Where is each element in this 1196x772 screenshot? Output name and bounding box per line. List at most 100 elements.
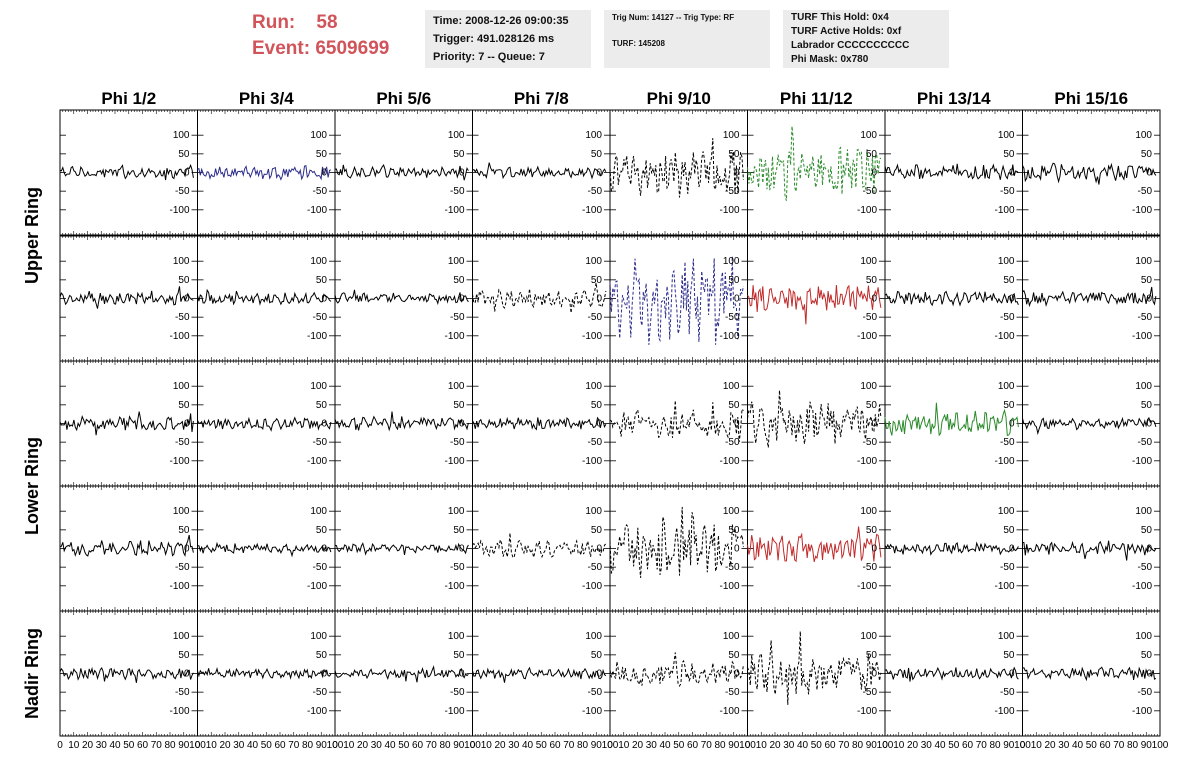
y-tick-label: -100: [1132, 331, 1152, 342]
waveform-line: [884, 666, 1019, 682]
time-info-box: Time: 2008-12-26 09:00:35 Trigger: 491.0…: [425, 10, 591, 68]
waveform-line: [884, 163, 1019, 180]
y-tick-label: 100: [1135, 256, 1152, 267]
waveform-panel: 100 50 0 -50 -100: [1022, 109, 1161, 236]
x-tick-label: 50: [536, 740, 548, 751]
turf-active-text: TURF Active Holds: 0xf: [791, 26, 902, 37]
y-tick-label: 50: [728, 275, 740, 286]
y-tick-label: -50: [175, 312, 190, 323]
x-tick-label: 40: [522, 740, 534, 751]
y-tick-label: -50: [313, 562, 328, 573]
y-tick-label: 0: [459, 168, 465, 179]
y-tick-label: 0: [184, 544, 190, 555]
waveform-line: [472, 282, 607, 313]
y-tick-label: -50: [450, 437, 465, 448]
y-tick-label: 50: [178, 400, 190, 411]
y-tick-label: 100: [585, 130, 602, 141]
y-tick-label: 50: [728, 400, 740, 411]
y-tick-label: 0: [1009, 294, 1015, 305]
y-tick-label: -50: [588, 437, 603, 448]
waveform-panel: 100 50 0 -50 -100: [59, 109, 198, 236]
waveform-panel: 100 50 0 -50 -100: [884, 109, 1023, 236]
y-tick-label: 50: [1141, 275, 1153, 286]
y-tick-label: -100: [582, 331, 602, 342]
x-tick-label: 80: [989, 740, 1001, 751]
y-tick-label: 50: [728, 650, 740, 661]
waveform-line: [197, 541, 332, 558]
waveform-line: [884, 290, 1019, 307]
trigger-text: Trigger: 491.028126 ms: [433, 33, 555, 45]
x-tick-label: 70: [563, 740, 575, 751]
y-tick-label: -50: [588, 186, 603, 197]
y-tick-label: -100: [857, 706, 877, 717]
waveform-line: [59, 534, 194, 558]
x-tick-label: 90: [1141, 740, 1153, 751]
y-tick-label: -100: [994, 456, 1014, 467]
y-tick-label: 100: [585, 506, 602, 517]
waveform-panel: 100 50 0 -50 -100: [747, 109, 886, 236]
x-tick-label: 100: [739, 740, 756, 751]
column-header: Phi 7/8: [514, 89, 569, 108]
y-tick-label: -100: [719, 581, 739, 592]
waveform-line: [334, 164, 469, 181]
waveform-line: [472, 666, 607, 683]
x-tick-label: 90: [1003, 740, 1015, 751]
x-tick-label: 20: [82, 740, 94, 751]
waveform-line: [747, 126, 882, 201]
panel-frame: [747, 235, 886, 362]
waveform-line: [197, 667, 332, 680]
y-tick-label: 0: [1146, 544, 1152, 555]
waveform-panel: 100 50 0 -50 -100: [747, 485, 886, 612]
trig-num-text: Trig Num: 14127 -- Trig Type: RF: [612, 13, 735, 22]
waveform-panel: 100 50 0 -50 -100: [334, 235, 473, 362]
waveform-panel: 100 50 0 -50 -100: [609, 360, 748, 487]
waveform-line: [197, 288, 332, 306]
waveform-panel: 100 50 0 -50 -100: [334, 485, 473, 612]
y-tick-label: -100: [307, 205, 327, 216]
waveform-line: [197, 165, 332, 181]
x-tick-label: 0: [882, 740, 888, 751]
waveform-panel: 100 50 0 -50 -100: [747, 235, 886, 362]
y-tick-label: -100: [169, 456, 189, 467]
waveform-panel: 100 50 0 -50 -100: [472, 109, 611, 236]
y-tick-label: 50: [316, 149, 328, 160]
y-tick-label: -50: [1000, 437, 1015, 448]
x-tick-label: 60: [962, 740, 974, 751]
y-tick-label: -50: [588, 312, 603, 323]
y-tick-label: 100: [310, 506, 327, 517]
panel-frame: [59, 485, 198, 612]
x-tick-label: 40: [659, 740, 671, 751]
column-header: Phi 9/10: [647, 89, 711, 108]
y-tick-label: 0: [321, 294, 327, 305]
panel-frame: [472, 109, 611, 236]
y-tick-label: 100: [1135, 381, 1152, 392]
y-tick-label: -100: [169, 706, 189, 717]
y-tick-label: 50: [728, 149, 740, 160]
y-tick-label: 100: [723, 381, 740, 392]
y-tick-label: 50: [1003, 400, 1015, 411]
x-tick-label: 50: [811, 740, 823, 751]
x-tick-label: 90: [591, 740, 603, 751]
waveform-panel: 100 50 0 -50 -100: [59, 485, 198, 612]
y-tick-label: 0: [1146, 669, 1152, 680]
ring-label: Nadir Ring: [22, 628, 42, 719]
y-tick-label: -100: [857, 456, 877, 467]
y-tick-label: 100: [998, 256, 1015, 267]
waveform-panel: 100 50 0 -50 -100: [197, 360, 336, 487]
x-tick-label: 20: [219, 740, 231, 751]
y-tick-label: -50: [1000, 687, 1015, 698]
y-tick-label: -50: [450, 312, 465, 323]
y-tick-label: 50: [866, 650, 878, 661]
y-tick-label: -50: [1138, 312, 1153, 323]
waveform-line: [1022, 286, 1157, 308]
y-tick-label: -50: [725, 186, 740, 197]
y-tick-label: -50: [1000, 312, 1015, 323]
y-tick-label: -100: [307, 456, 327, 467]
waveform-line: [334, 411, 469, 432]
y-tick-label: 0: [184, 294, 190, 305]
y-tick-label: 0: [871, 294, 877, 305]
x-tick-label: 40: [109, 740, 121, 751]
panel-frame: [334, 360, 473, 487]
x-tick-label: 20: [357, 740, 369, 751]
y-tick-label: -50: [725, 312, 740, 323]
